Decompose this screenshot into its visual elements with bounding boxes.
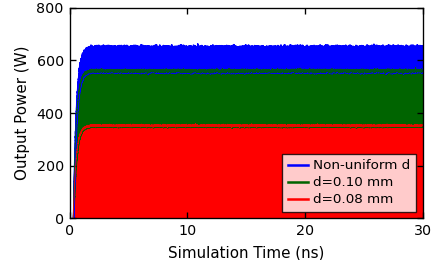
X-axis label: Simulation Time (ns): Simulation Time (ns) — [168, 245, 324, 260]
Legend: Non-uniform d, d=0.10 mm, d=0.08 mm: Non-uniform d, d=0.10 mm, d=0.08 mm — [282, 154, 415, 212]
Y-axis label: Output Power (W): Output Power (W) — [15, 46, 30, 180]
